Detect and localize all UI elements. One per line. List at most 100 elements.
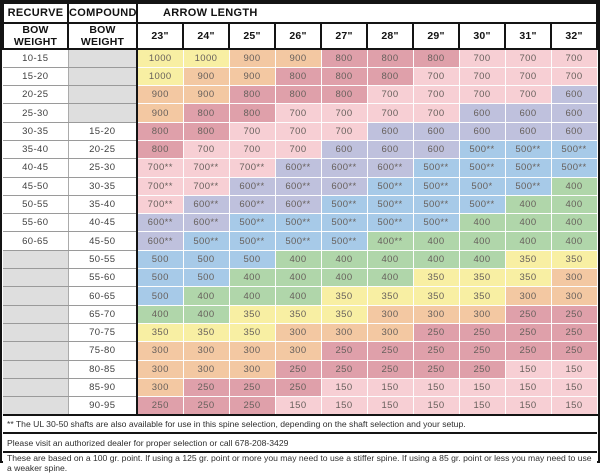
- spine-cell: 600**: [182, 194, 230, 215]
- table-row: 10-15 1000 1000 900 900 800 800 800 700 700 700: [3, 48, 598, 68]
- recurve-weight-cell: [3, 305, 69, 324]
- arrow-length-header: ARROW LENGTH: [136, 2, 598, 24]
- spine-cell: 500**: [412, 176, 460, 196]
- spine-cell: 800: [320, 48, 368, 68]
- spine-cell: 350: [136, 322, 184, 343]
- spine-cell: 150: [458, 377, 506, 398]
- spine-cell: 600: [550, 121, 598, 141]
- spine-cell: 500**: [228, 231, 276, 251]
- spine-cell: 700: [228, 139, 276, 160]
- spine-cell: 300: [136, 341, 184, 361]
- compound-weight-cell: 60-65: [68, 286, 138, 306]
- spine-cell: 500**: [504, 176, 552, 196]
- spine-cell: 700: [412, 85, 460, 105]
- spine-cell: 250: [366, 359, 414, 379]
- spine-cell: 600: [366, 121, 414, 141]
- spine-cell: 350: [550, 249, 598, 270]
- spine-cell: 350: [412, 286, 460, 306]
- table-row: 55-60 500 500 400 400 400 400 350 350 350 300: [3, 268, 598, 288]
- spine-cell: 500**: [274, 213, 322, 233]
- compound-weight-cell: 20-25: [68, 140, 138, 160]
- recurve-weight-cell: 55-60: [3, 213, 69, 233]
- spine-cell: 350: [228, 304, 276, 324]
- footnote-row: ** The UL 30-50 shafts are also availabl…: [3, 413, 597, 434]
- table-row: 65-70 400 400 350 350 350 300 300 300 250 250: [3, 304, 598, 324]
- spine-cell: 700: [412, 66, 460, 87]
- spine-cell: 350: [228, 322, 276, 343]
- recurve-weight-cell: 25-30: [3, 103, 69, 123]
- spine-cell: 250: [458, 359, 506, 379]
- spine-cell: 700: [320, 121, 368, 141]
- spine-cell: 400: [366, 249, 414, 270]
- spine-cell: 600: [550, 103, 598, 123]
- spine-cell: 500**: [504, 158, 552, 178]
- spine-cell: 600: [366, 139, 414, 160]
- spine-cell: 700: [182, 139, 230, 160]
- spine-cell: 500**: [320, 231, 368, 251]
- spine-cell: 300: [182, 341, 230, 361]
- spine-cell: 700: [550, 48, 598, 68]
- table-footnotes: ** The UL 30-50 shafts are also availabl…: [3, 413, 597, 473]
- compound-weight-cell: 65-70: [68, 305, 138, 324]
- recurve-weight-cell: 50-55: [3, 195, 69, 215]
- table-body: 10-15 1000 1000 900 900 800 800 800 700 700 700 15-…: [3, 48, 598, 416]
- table-row: 25-30 900 800 800 700 700 700 700 600 600 600: [3, 103, 598, 123]
- recurve-weight-cell: 30-35: [3, 122, 69, 141]
- arrow-length-col-32in: 32": [550, 22, 598, 50]
- spine-cell: 900: [182, 66, 230, 87]
- spine-cell: 400**: [366, 231, 414, 251]
- spine-cell: 700: [366, 85, 414, 105]
- compound-weight-cell: 50-55: [68, 250, 138, 270]
- recurve-weight-cell: 60-65: [3, 231, 69, 251]
- spine-cell: 800: [228, 103, 276, 123]
- spine-cell: 900: [228, 66, 276, 87]
- compound-weight-cell: 40-45: [68, 213, 138, 233]
- table-row: 50-55 35-40 700** 600** 600** 600** 500** 500**…: [3, 194, 598, 215]
- spine-cell: 150: [412, 377, 460, 398]
- spine-cell: 700: [504, 66, 552, 87]
- spine-cell: 700**: [228, 158, 276, 178]
- spine-cell: 500**: [504, 139, 552, 160]
- recurve-weight-cell: [3, 341, 69, 361]
- recurve-weight-cell: [3, 323, 69, 343]
- spine-cell: 600**: [182, 213, 230, 233]
- spine-cell: 600: [320, 139, 368, 160]
- spine-cell: 350: [504, 249, 552, 270]
- spine-cell: 400: [136, 304, 184, 324]
- spine-cell: 250: [412, 322, 460, 343]
- spine-cell: 350: [182, 322, 230, 343]
- spine-cell: 250: [412, 359, 460, 379]
- table-row: 80-85 300 300 300 250 250 250 250 250 150 150: [3, 359, 598, 379]
- spine-cell: 150: [550, 359, 598, 379]
- spine-cell: 150: [320, 377, 368, 398]
- spine-cell: 300: [182, 359, 230, 379]
- compound-weight-cell: 90-95: [68, 396, 138, 416]
- recurve-weight-cell: 40-45: [3, 158, 69, 178]
- header-row-columns: BOW WEIGHT BOW WEIGHT 23" 24" 25" 26" 27" 28"…: [2, 22, 598, 50]
- spine-cell: 300: [366, 322, 414, 343]
- spine-cell: 300: [228, 341, 276, 361]
- spine-cell: 800: [274, 66, 322, 87]
- spine-cell: 600: [504, 103, 552, 123]
- spine-cell: 400: [504, 231, 552, 251]
- spine-cell: 900: [182, 85, 230, 105]
- compound-weight-cell: [68, 85, 138, 105]
- spine-cell: 700: [320, 103, 368, 123]
- spine-cell: 600**: [228, 176, 276, 196]
- recurve-header: RECURVE: [2, 2, 69, 24]
- recurve-weight-cell: [3, 286, 69, 306]
- footnote-point-weight: These are based on a 100 gr. point. If u…: [3, 450, 597, 473]
- spine-cell: 700: [274, 139, 322, 160]
- spine-cell: 600**: [274, 176, 322, 196]
- recurve-weight-cell: [3, 250, 69, 270]
- spine-cell: 1000: [136, 48, 184, 68]
- spine-cell: 400: [412, 249, 460, 270]
- spine-cell: 400: [412, 231, 460, 251]
- compound-weight-cell: 85-90: [68, 378, 138, 398]
- footnote-row: These are based on a 100 gr. point. If u…: [3, 450, 597, 473]
- arrow-length-col-28in: 28": [366, 22, 414, 50]
- spine-cell: 300: [228, 359, 276, 379]
- spine-cell: 400: [550, 231, 598, 251]
- spine-cell: 600**: [320, 158, 368, 178]
